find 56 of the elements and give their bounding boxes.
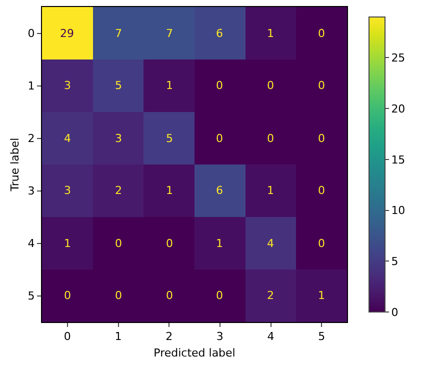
- x-tick-label: 1: [114, 330, 122, 344]
- color-bar-label: 0: [391, 306, 398, 319]
- data-label: 6: [216, 184, 223, 197]
- x-tick-label: 0: [64, 330, 71, 344]
- data-label: 1: [216, 237, 223, 250]
- data-label: 0: [216, 289, 223, 302]
- data-label: 1: [267, 27, 274, 40]
- x-tick-label: 2: [166, 330, 173, 344]
- data-label: 5: [166, 132, 173, 145]
- data-label: 0: [318, 184, 325, 197]
- data-label: 0: [267, 132, 274, 145]
- x-tick-label: 3: [216, 330, 224, 344]
- data-label: 29: [60, 27, 74, 40]
- data-label: 0: [64, 289, 71, 302]
- data-label: 1: [64, 237, 71, 250]
- color-bar-label: 10: [391, 204, 406, 218]
- data-label: 3: [64, 184, 71, 197]
- data-label: 0: [216, 132, 223, 145]
- x-tick-label: 4: [267, 330, 274, 344]
- data-label: 5: [115, 79, 122, 92]
- y-tick-label: 3: [28, 184, 35, 198]
- data-label: 1: [166, 184, 173, 197]
- y-tick-label: 4: [28, 237, 35, 250]
- y-tick-label: 5: [28, 290, 35, 303]
- data-label: 0: [318, 79, 325, 92]
- data-label: 4: [64, 132, 71, 145]
- color-bar-label: 25: [391, 52, 406, 65]
- color-bar-label: 20: [391, 102, 406, 116]
- data-label: 4: [267, 237, 274, 250]
- y-tick-label: 0: [28, 27, 35, 40]
- y-tick-label: 2: [28, 132, 35, 146]
- data-label: 1: [318, 289, 325, 302]
- data-label: 0: [318, 237, 325, 250]
- color-bar-label: 5: [391, 254, 398, 268]
- data-label: 2: [267, 289, 274, 302]
- data-label: 0: [166, 289, 173, 302]
- color-bar-label: 15: [391, 153, 406, 166]
- data-label: 0: [115, 289, 122, 302]
- data-label: 0: [267, 79, 274, 92]
- data-label: 2: [115, 184, 122, 197]
- data-label: 0: [318, 132, 325, 145]
- data-label: 0: [115, 237, 122, 250]
- data-label: 1: [166, 79, 173, 92]
- data-label: 3: [64, 79, 71, 92]
- y-axis-title: True label: [8, 138, 22, 192]
- data-label: 3: [115, 132, 122, 145]
- x-tick-label: 5: [318, 330, 326, 344]
- data-label: 6: [216, 27, 223, 40]
- data-label: 1: [267, 184, 274, 197]
- y-tick-label: 1: [28, 80, 35, 93]
- data-label: 0: [216, 79, 223, 92]
- data-label: 7: [115, 27, 122, 40]
- data-label: 0: [166, 237, 173, 250]
- data-label: 0: [318, 27, 325, 40]
- data-label: 7: [166, 27, 173, 40]
- x-axis-title: Predicted label: [154, 346, 236, 360]
